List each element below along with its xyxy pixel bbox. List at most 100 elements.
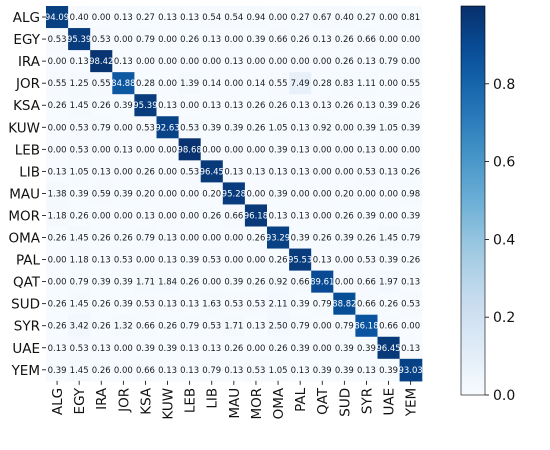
cell-value-label: 0.39 — [224, 123, 243, 133]
y-tick-label: KSA — [13, 98, 41, 114]
cell-value-label: 96.18 — [244, 211, 268, 221]
heatmap-cell — [377, 72, 401, 95]
heatmap-cell — [134, 182, 158, 206]
heatmap-cell — [90, 336, 113, 360]
cell-value-label: 96.45 — [200, 167, 224, 177]
heatmap-cell — [200, 314, 224, 338]
colorbar-tick-label: 0.8 — [493, 77, 515, 93]
cell-value-label: 0.26 — [357, 234, 376, 244]
cell-value-label: 0.26 — [48, 300, 67, 310]
cell-value-label: 1.97 — [379, 278, 398, 288]
heatmap-cell — [68, 116, 91, 139]
heatmap-cell — [112, 50, 135, 73]
heatmap-cell — [311, 50, 334, 73]
cell-value-label: 0.39 — [357, 344, 376, 354]
heatmap-cell — [200, 160, 224, 183]
heatmap-cell — [377, 358, 401, 382]
heatmap-cell — [244, 6, 268, 29]
cell-value-label: 0.13 — [180, 300, 199, 310]
heatmap-cell — [112, 6, 135, 29]
heatmap-cell — [267, 138, 290, 161]
heatmap-cell — [244, 358, 268, 382]
cell-value-label: 0.66 — [379, 322, 398, 332]
cell-value-label: 89.61 — [310, 278, 334, 288]
cell-value-label: 0.00 — [180, 101, 199, 111]
cell-value-label: 0.00 — [335, 278, 354, 288]
cell-value-label: 0.53 — [70, 145, 89, 155]
cell-value-label: 0.00 — [291, 57, 310, 67]
heatmap-cell — [90, 248, 113, 272]
cell-value-label: 0.26 — [269, 256, 288, 266]
heatmap-cell — [377, 248, 401, 272]
cell-value-label: 0.13 — [70, 57, 89, 67]
cell-value-label: 0.13 — [180, 366, 199, 376]
heatmap-cell — [90, 138, 113, 161]
heatmap-cell — [289, 358, 312, 382]
cell-value-label: 0.20 — [202, 189, 221, 199]
x-tick-label: MOR — [249, 388, 265, 420]
cell-value-label: 0.00 — [180, 211, 199, 221]
cell-value-label: 0.26 — [291, 35, 310, 45]
cell-value-label: 0.13 — [291, 123, 310, 133]
cell-value-label: 0.00 — [114, 366, 133, 376]
cell-value-label: 0.00 — [335, 167, 354, 177]
heatmap-cell — [222, 28, 246, 51]
heatmap-cell — [134, 28, 158, 51]
cell-value-label: 0.00 — [401, 35, 420, 45]
cell-value-label: 0.00 — [202, 145, 221, 155]
cell-value-label: 2.50 — [269, 322, 288, 332]
colorbar-gradient — [461, 6, 485, 395]
heatmap-cell — [399, 314, 423, 338]
x-tick-label: KSA — [138, 387, 154, 415]
cell-value-label: 0.13 — [92, 167, 111, 177]
cell-value-label: 3.42 — [70, 322, 89, 332]
cell-value-label: 0.98 — [401, 189, 420, 199]
heatmap-cell — [333, 358, 356, 382]
heatmap-cell — [156, 336, 180, 360]
heatmap-cell — [200, 72, 224, 95]
heatmap-cell — [178, 270, 202, 294]
heatmap-cell — [200, 50, 224, 73]
cell-value-label: 0.53 — [357, 167, 376, 177]
x-tick-label: EGY — [72, 387, 88, 414]
cell-value-label: 0.13 — [357, 366, 376, 376]
cell-value-label: 0.00 — [180, 57, 199, 67]
heatmap-cell — [112, 292, 135, 316]
cell-value-label: 0.53 — [180, 123, 199, 133]
cell-value-label: 0.39 — [335, 344, 354, 354]
cell-value-label: 0.00 — [313, 57, 332, 67]
heatmap-cells: 94.09 0.40 0.00 0.13 0.27 0.13 0.13 0.54 0.54 0.9… — [45, 6, 423, 382]
heatmap-cell — [46, 270, 69, 294]
heatmap-cell — [355, 204, 379, 228]
cell-value-label: 0.13 — [269, 211, 288, 221]
cell-value-label: 0.26 — [92, 366, 111, 376]
cell-value-label: 0.00 — [158, 79, 177, 89]
cell-value-label: 0.13 — [224, 101, 243, 111]
heatmap-cell — [134, 336, 158, 360]
cell-value-label: 0.79 — [335, 322, 354, 332]
cell-value-label: 0.00 — [357, 189, 376, 199]
cell-value-label: 0.00 — [48, 145, 67, 155]
heatmap-cell — [46, 182, 69, 206]
heatmap-cell — [156, 28, 180, 51]
heatmap-cell — [200, 6, 224, 29]
cell-value-label: 1.45 — [70, 366, 89, 376]
heatmap-cell — [399, 358, 423, 382]
cell-value-label: 0.00 — [136, 57, 155, 67]
cell-value-label: 0.00 — [158, 57, 177, 67]
cell-value-label: 88.82 — [332, 300, 356, 310]
x-tick-label: QAT — [315, 387, 331, 415]
cell-value-label: 93.03 — [398, 366, 422, 376]
cell-value-label: 0.53 — [246, 366, 265, 376]
cell-value-label: 0.26 — [224, 344, 243, 354]
heatmap-cell — [399, 336, 423, 360]
cell-value-label: 0.14 — [246, 79, 265, 89]
heatmap-cell — [244, 314, 268, 338]
cell-value-label: 0.13 — [180, 13, 199, 23]
heatmap-cell — [134, 270, 158, 294]
x-tick-label: SYR — [359, 388, 375, 414]
heatmap-cell — [399, 94, 423, 117]
heatmap-cell — [200, 336, 224, 360]
cell-value-label: 0.39 — [158, 344, 177, 354]
cell-value-label: 0.59 — [92, 189, 111, 199]
